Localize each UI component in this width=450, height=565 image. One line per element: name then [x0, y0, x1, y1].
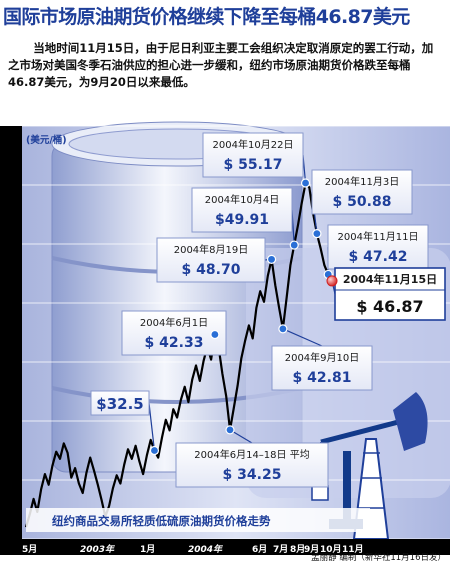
callout-box	[121, 310, 227, 356]
callout: 2004年11月15日 $ 46.87	[326, 267, 446, 321]
x-tick-label: 5月	[22, 544, 37, 555]
price-series	[24, 181, 333, 528]
callouts: $32.5 2004年6月1日 $ 42.33 2004年6月14–18日 平均 $ 3…	[90, 132, 446, 488]
callout: 2004年11月11日 $ 47.42	[323, 224, 429, 280]
data-point-marker	[278, 324, 288, 334]
x-tick-label: 9月	[304, 544, 319, 555]
latest-point-marker	[326, 275, 338, 287]
callout-date: 2004年11月3日	[325, 175, 400, 188]
callout-price: $ 46.87	[356, 297, 423, 316]
data-point-marker	[225, 425, 235, 435]
callout-box	[191, 187, 293, 233]
data-point-marker	[266, 254, 277, 264]
y-axis-unit: (美元/桶)	[26, 134, 67, 146]
data-point-marker	[312, 229, 322, 239]
intro-paragraph: 当地时间11月15日，由于尼日利亚主要工会组织决定取消原定的罢工行动，加之市场对…	[8, 41, 434, 89]
x-tick-label: 2003年	[80, 544, 116, 555]
callout-date: 2004年8月19日	[174, 243, 249, 256]
callout-box	[175, 442, 329, 488]
chart-subtitle-banner: 纽约商品交易所轻质低硫原油期货价格走势	[26, 508, 370, 532]
page-title: 国际市场原油期货价格继续下降至每桶46.87美元	[3, 6, 410, 28]
x-tick-label: 1月	[140, 544, 155, 555]
callout-price: $ 42.33	[145, 335, 204, 351]
callout-price: $32.5	[96, 395, 143, 413]
data-point-marker	[300, 178, 311, 188]
callout-price: $ 50.88	[333, 194, 392, 210]
callout: 2004年9月10日 $ 42.81	[271, 324, 373, 391]
callout-date: 2004年11月15日	[343, 272, 437, 286]
callout-box	[311, 169, 413, 215]
callout-date: 2004年9月10日	[285, 351, 360, 364]
data-point-marker	[289, 240, 299, 250]
callout-date: 2004年10月4日	[205, 193, 280, 206]
callout: 2004年10月4日 $49.91	[191, 187, 299, 250]
callout-box	[156, 237, 266, 283]
callout-box	[90, 390, 150, 416]
callout-leader	[148, 402, 156, 451]
callout-box	[202, 132, 304, 178]
callout: 2004年10月22日 $ 55.17	[202, 132, 311, 188]
callout-box	[271, 345, 373, 391]
callout-price: $ 42.81	[293, 370, 352, 386]
chart-subtitle: 纽约商品交易所轻质低硫原油期货价格走势	[52, 514, 271, 528]
callout: 2004年6月1日 $ 42.33	[121, 310, 227, 356]
x-axis-bar	[0, 539, 450, 555]
callout-price: $ 34.25	[223, 467, 282, 483]
callout-leader	[282, 328, 323, 347]
callout-date: 2004年11月11日	[338, 230, 419, 243]
x-tick-label: 7月	[273, 544, 288, 555]
callout-date: 2004年6月14–18日 平均	[194, 448, 309, 461]
credit-line: 孟丽静 编制（新华社11月16日发）	[311, 553, 446, 563]
callout: 2004年6月14–18日 平均 $ 34.25	[175, 425, 329, 488]
callout: 2004年8月19日 $ 48.70	[156, 237, 277, 283]
callout-box	[334, 267, 446, 321]
callout-date: 2004年10月22日	[213, 138, 294, 151]
x-tick-label: 10月	[320, 544, 342, 555]
callout: 2004年11月3日 $ 50.88	[311, 169, 413, 239]
x-tick-label: 6月	[252, 544, 267, 555]
x-tick-label: 8月	[290, 544, 305, 555]
callout-box	[327, 224, 429, 270]
callout-price: $ 47.42	[349, 249, 408, 265]
y-axis-bar	[0, 126, 22, 539]
callout-price: $ 55.17	[224, 157, 283, 173]
data-point-marker	[149, 445, 160, 456]
data-point-marker	[210, 329, 220, 340]
x-tick-label: 2004年	[188, 544, 224, 555]
callout-date: 2004年6月1日	[140, 316, 208, 329]
price-line	[24, 181, 333, 528]
x-tick-label: 11月	[342, 544, 364, 555]
callout-price: $ 48.70	[182, 262, 241, 278]
callout-price: $49.91	[215, 212, 269, 228]
callout: $32.5	[90, 390, 160, 456]
